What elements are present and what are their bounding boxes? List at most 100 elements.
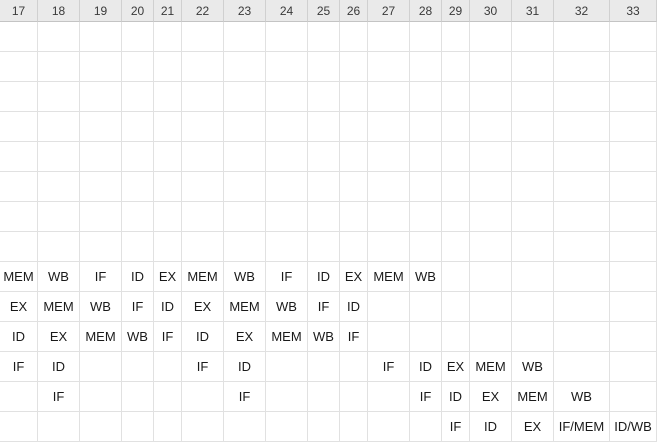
grid-cell[interactable] bbox=[554, 322, 610, 352]
grid-cell[interactable] bbox=[410, 412, 442, 442]
grid-cell[interactable] bbox=[154, 382, 182, 412]
grid-cell[interactable] bbox=[38, 172, 80, 202]
grid-cell[interactable] bbox=[38, 82, 80, 112]
grid-cell[interactable] bbox=[80, 352, 122, 382]
grid-cell[interactable] bbox=[554, 202, 610, 232]
column-header[interactable]: 20 bbox=[122, 0, 154, 22]
grid-cell[interactable] bbox=[470, 172, 512, 202]
grid-cell[interactable] bbox=[38, 22, 80, 52]
grid-cell[interactable] bbox=[442, 322, 470, 352]
grid-cell[interactable] bbox=[610, 322, 657, 352]
grid-cell[interactable]: ID bbox=[122, 262, 154, 292]
grid-cell[interactable] bbox=[154, 142, 182, 172]
grid-cell[interactable] bbox=[38, 202, 80, 232]
grid-cell[interactable] bbox=[512, 172, 554, 202]
grid-cell[interactable] bbox=[610, 292, 657, 322]
column-header[interactable]: 33 bbox=[610, 0, 657, 22]
grid-cell[interactable] bbox=[0, 22, 38, 52]
grid-cell[interactable] bbox=[308, 112, 340, 142]
grid-cell[interactable]: ID bbox=[410, 352, 442, 382]
grid-cell[interactable] bbox=[554, 262, 610, 292]
grid-cell[interactable] bbox=[554, 172, 610, 202]
grid-cell[interactable] bbox=[554, 52, 610, 82]
grid-cell[interactable] bbox=[610, 142, 657, 172]
grid-cell[interactable] bbox=[610, 22, 657, 52]
grid-cell[interactable] bbox=[154, 52, 182, 82]
grid-cell[interactable]: IF bbox=[122, 292, 154, 322]
grid-cell[interactable] bbox=[512, 142, 554, 172]
grid-cell[interactable] bbox=[122, 352, 154, 382]
grid-cell[interactable] bbox=[554, 112, 610, 142]
grid-cell[interactable] bbox=[308, 82, 340, 112]
grid-cell[interactable]: ID bbox=[38, 352, 80, 382]
grid-cell[interactable] bbox=[512, 202, 554, 232]
grid-cell[interactable] bbox=[266, 52, 308, 82]
grid-cell[interactable] bbox=[470, 322, 512, 352]
grid-cell[interactable] bbox=[80, 382, 122, 412]
grid-cell[interactable] bbox=[442, 142, 470, 172]
grid-cell[interactable] bbox=[410, 292, 442, 322]
grid-cell[interactable] bbox=[80, 82, 122, 112]
grid-cell[interactable] bbox=[122, 202, 154, 232]
grid-cell[interactable] bbox=[442, 52, 470, 82]
grid-cell[interactable] bbox=[80, 172, 122, 202]
grid-cell[interactable]: ID/WB bbox=[610, 412, 657, 442]
grid-cell[interactable] bbox=[266, 352, 308, 382]
grid-cell[interactable]: EX bbox=[154, 262, 182, 292]
grid-cell[interactable] bbox=[154, 172, 182, 202]
grid-cell[interactable] bbox=[38, 412, 80, 442]
grid-cell[interactable] bbox=[224, 142, 266, 172]
grid-cell[interactable] bbox=[266, 232, 308, 262]
grid-cell[interactable] bbox=[224, 82, 266, 112]
grid-cell[interactable]: WB bbox=[80, 292, 122, 322]
grid-cell[interactable] bbox=[368, 232, 410, 262]
grid-cell[interactable] bbox=[340, 232, 368, 262]
grid-cell[interactable] bbox=[442, 292, 470, 322]
grid-cell[interactable] bbox=[470, 232, 512, 262]
grid-cell[interactable] bbox=[224, 172, 266, 202]
grid-cell[interactable] bbox=[266, 412, 308, 442]
grid-cell[interactable]: EX bbox=[470, 382, 512, 412]
grid-cell[interactable] bbox=[182, 382, 224, 412]
grid-cell[interactable] bbox=[368, 292, 410, 322]
grid-cell[interactable] bbox=[610, 382, 657, 412]
grid-cell[interactable] bbox=[80, 22, 122, 52]
grid-cell[interactable] bbox=[340, 172, 368, 202]
grid-cell[interactable] bbox=[340, 412, 368, 442]
grid-cell[interactable] bbox=[368, 202, 410, 232]
grid-cell[interactable] bbox=[182, 412, 224, 442]
grid-cell[interactable] bbox=[442, 82, 470, 112]
grid-cell[interactable] bbox=[470, 262, 512, 292]
grid-cell[interactable] bbox=[368, 322, 410, 352]
grid-cell[interactable] bbox=[340, 142, 368, 172]
grid-cell[interactable]: MEM bbox=[266, 322, 308, 352]
grid-cell[interactable] bbox=[340, 52, 368, 82]
column-header[interactable]: 26 bbox=[340, 0, 368, 22]
grid-cell[interactable] bbox=[266, 22, 308, 52]
grid-cell[interactable] bbox=[308, 202, 340, 232]
grid-cell[interactable] bbox=[182, 82, 224, 112]
grid-cell[interactable] bbox=[340, 382, 368, 412]
grid-cell[interactable]: ID bbox=[154, 292, 182, 322]
grid-cell[interactable]: IF/MEM bbox=[554, 412, 610, 442]
grid-cell[interactable] bbox=[154, 22, 182, 52]
grid-cell[interactable] bbox=[308, 412, 340, 442]
grid-cell[interactable] bbox=[80, 412, 122, 442]
grid-cell[interactable] bbox=[38, 142, 80, 172]
grid-cell[interactable] bbox=[266, 142, 308, 172]
grid-cell[interactable]: IF bbox=[182, 352, 224, 382]
grid-cell[interactable] bbox=[122, 232, 154, 262]
grid-cell[interactable] bbox=[554, 292, 610, 322]
grid-cell[interactable]: EX bbox=[512, 412, 554, 442]
grid-cell[interactable] bbox=[442, 232, 470, 262]
grid-cell[interactable] bbox=[0, 232, 38, 262]
grid-cell[interactable]: IF bbox=[38, 382, 80, 412]
grid-cell[interactable] bbox=[0, 382, 38, 412]
grid-cell[interactable] bbox=[224, 22, 266, 52]
grid-cell[interactable] bbox=[266, 112, 308, 142]
column-header[interactable]: 22 bbox=[182, 0, 224, 22]
grid-cell[interactable] bbox=[122, 412, 154, 442]
grid-cell[interactable] bbox=[410, 22, 442, 52]
grid-cell[interactable] bbox=[470, 52, 512, 82]
grid-cell[interactable] bbox=[122, 172, 154, 202]
